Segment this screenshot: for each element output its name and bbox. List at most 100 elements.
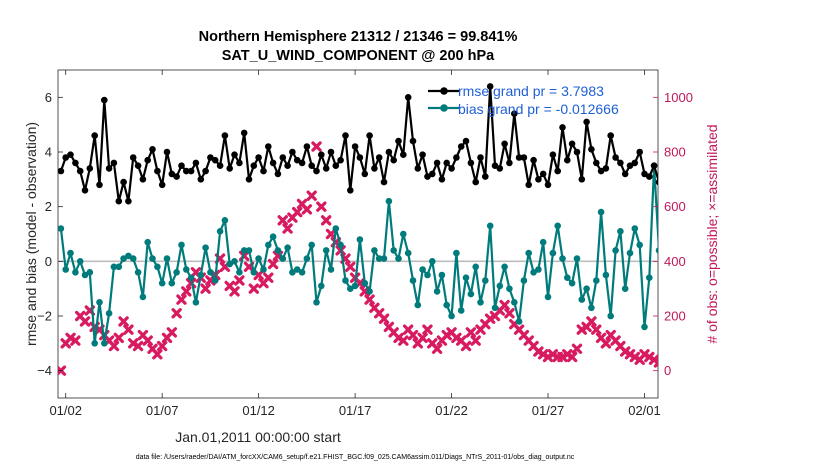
legend: rmse grand pr = 3.7983 bias grand pr = -…: [428, 83, 619, 117]
obs-marker: [460, 340, 472, 352]
bias-point: [762, 351, 769, 358]
rmse-point: [202, 167, 209, 175]
obs-marker: [728, 348, 735, 355]
rmse-point: [144, 156, 151, 164]
bias-point: [313, 299, 320, 306]
bias-point: [573, 255, 581, 262]
bias-point: [236, 269, 243, 276]
bias-point: [255, 255, 262, 262]
rmse-point: [58, 167, 65, 175]
rmse-point: [535, 176, 542, 183]
obs-marker: [747, 356, 754, 363]
x-axis-label: Jan.01,2011 00:00:00 start: [175, 429, 341, 445]
obs-marker: [776, 323, 783, 330]
rmse-point: [771, 157, 778, 164]
bias-point: [409, 277, 417, 284]
bias-point: [154, 263, 161, 271]
bias-point: [318, 282, 325, 290]
bias-point: [718, 370, 725, 377]
rmse-point: [641, 170, 648, 178]
obs-marker: [465, 327, 477, 338]
obs-marker: [819, 329, 826, 336]
bias-point: [231, 258, 238, 265]
bias-point: [738, 228, 745, 235]
obs-marker: [470, 335, 481, 346]
rmse-point: [424, 173, 431, 180]
rmse-point: [650, 162, 658, 169]
obs-marker: [704, 345, 711, 352]
rmse-point: [81, 187, 89, 194]
obs-marker: [200, 283, 211, 294]
bias-point: [129, 255, 137, 262]
rmse-point: [154, 167, 161, 175]
y-tick-label: 0: [45, 254, 52, 269]
rmse-point: [260, 167, 267, 175]
obs-marker: [694, 359, 701, 366]
obs-marker: [320, 215, 332, 226]
bias-point: [810, 266, 817, 273]
obs-marker: [795, 345, 802, 352]
obs-marker: [132, 340, 144, 352]
bias-point: [371, 247, 378, 254]
bias-point: [520, 277, 528, 284]
rmse-point: [757, 162, 764, 169]
bias-point: [72, 269, 79, 276]
rmse-point: [752, 162, 759, 169]
rmse-point: [825, 171, 830, 178]
bias-point: [173, 269, 180, 276]
bias-series-line: [59, 164, 658, 345]
bias-point: [568, 279, 576, 287]
bias-point: [144, 238, 151, 246]
bias-point: [462, 274, 470, 282]
obs-marker: [737, 353, 744, 360]
obs-marker: [398, 335, 409, 346]
rmse-point: [515, 154, 523, 161]
rmse-point: [197, 176, 205, 183]
y2-tick-label: 1000: [664, 90, 693, 105]
rmse-point: [313, 167, 320, 175]
bias-point: [414, 301, 422, 309]
y-axis-label: rmse and bias (model - observation): [23, 122, 39, 346]
bias-point: [265, 241, 272, 249]
obs-marker: [277, 215, 288, 226]
obs-marker: [263, 272, 274, 283]
bias-point: [641, 323, 648, 331]
rmse-point: [110, 159, 118, 167]
rmse-point: [810, 151, 817, 158]
rmse-point: [631, 159, 639, 167]
rmse-point: [612, 154, 619, 161]
obs-marker: [292, 206, 303, 218]
obs-marker: [653, 357, 658, 368]
bias-point: [375, 255, 383, 262]
rmse-point: [443, 159, 451, 167]
rmse-point: [578, 176, 586, 183]
bias-point: [197, 271, 205, 279]
bias-point: [661, 283, 668, 290]
rmse-point: [511, 110, 518, 117]
bias-point: [491, 304, 499, 312]
rmse-point: [385, 148, 393, 156]
rmse-point: [636, 148, 643, 156]
rmse-point: [453, 154, 460, 161]
obs-marker: [417, 332, 428, 344]
obs-marker: [316, 201, 327, 212]
rmse-point: [583, 118, 590, 126]
bias-point: [342, 277, 349, 284]
bias-point: [269, 233, 277, 240]
bias-point: [665, 269, 672, 276]
obs-marker: [742, 356, 749, 363]
plot-area: [57, 69, 659, 399]
rmse-point: [621, 170, 629, 178]
y-tick-label: −2: [37, 309, 52, 324]
bias-point: [62, 266, 69, 273]
obs-marker: [378, 313, 390, 324]
rmse-point: [733, 157, 740, 164]
bias-point: [91, 340, 98, 347]
bias-point: [347, 285, 354, 293]
bias-point: [404, 249, 412, 257]
bias-point: [467, 290, 475, 298]
bias-point: [626, 249, 634, 257]
rmse-point: [815, 165, 822, 172]
bias-point: [279, 255, 287, 262]
